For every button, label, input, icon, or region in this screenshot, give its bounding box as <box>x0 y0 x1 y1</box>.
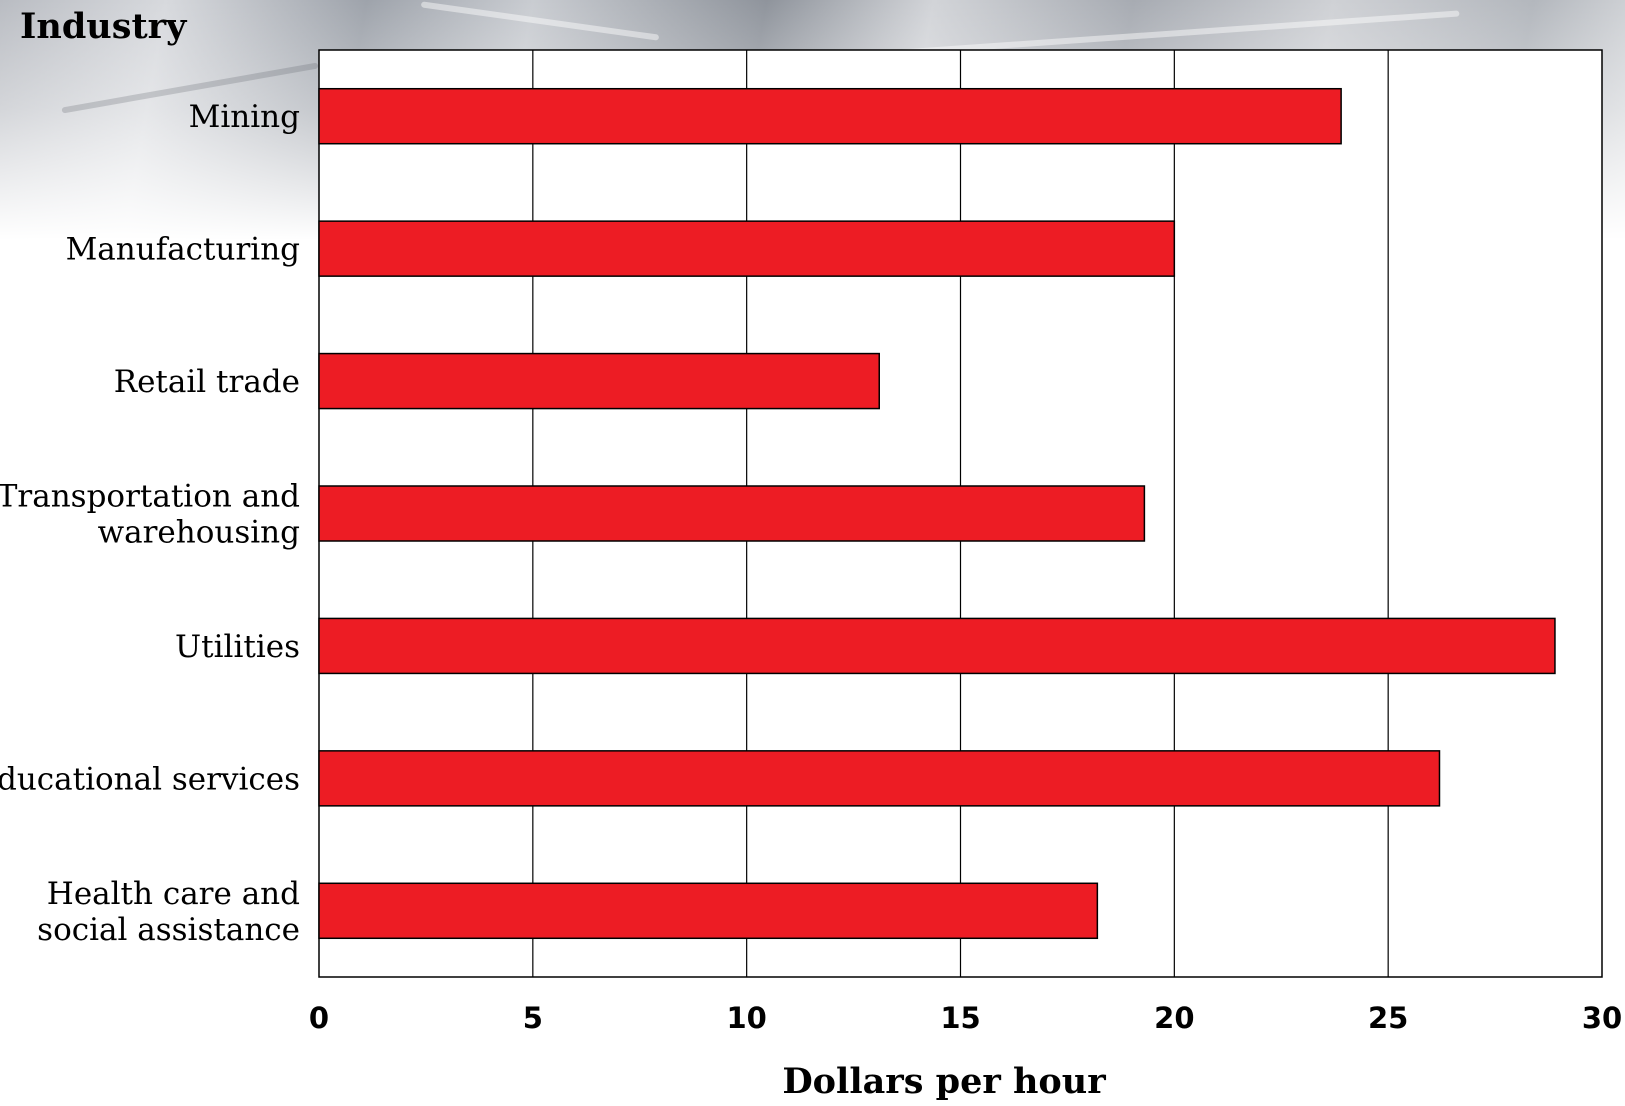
x-tick-label-0: 0 <box>309 1001 329 1035</box>
bar-5 <box>318 750 1441 807</box>
y-axis-title: Industry <box>20 6 188 47</box>
category-label-2: Retail trade <box>114 364 300 400</box>
category-label-3-line-1: warehousing <box>98 515 300 551</box>
x-tick-label-30: 30 <box>1582 1001 1622 1035</box>
category-label-5: Educational services <box>0 761 300 797</box>
x-tick-label-5: 5 <box>523 1001 543 1035</box>
category-label-1: Manufacturing <box>66 232 300 268</box>
x-tick-label-20: 20 <box>1154 1001 1194 1035</box>
category-label-6-line-1: social assistance <box>37 912 300 948</box>
bar-4 <box>318 617 1556 675</box>
bars <box>318 87 1556 940</box>
bar-3 <box>318 485 1146 542</box>
x-axis-title: Dollars per hour <box>782 1061 1106 1102</box>
x-tick-label-15: 15 <box>940 1001 980 1035</box>
category-label-0: Mining <box>189 99 300 135</box>
x-tick-label-25: 25 <box>1368 1001 1408 1035</box>
category-labels: Mining Manufacturing Retail trade Transport… <box>0 99 300 948</box>
bar-2 <box>318 352 880 410</box>
category-label-3-line-0: Transportation and <box>0 479 300 515</box>
category-label-6-line-0: Health care and <box>47 876 300 912</box>
x-tick-label-10: 10 <box>726 1001 766 1035</box>
bar-1 <box>318 220 1176 277</box>
category-label-4: Utilities <box>175 629 300 665</box>
x-tick-labels: 0 5 10 15 20 25 30 <box>309 1001 1622 1035</box>
bar-0 <box>318 87 1342 145</box>
bar-6 <box>318 882 1099 940</box>
